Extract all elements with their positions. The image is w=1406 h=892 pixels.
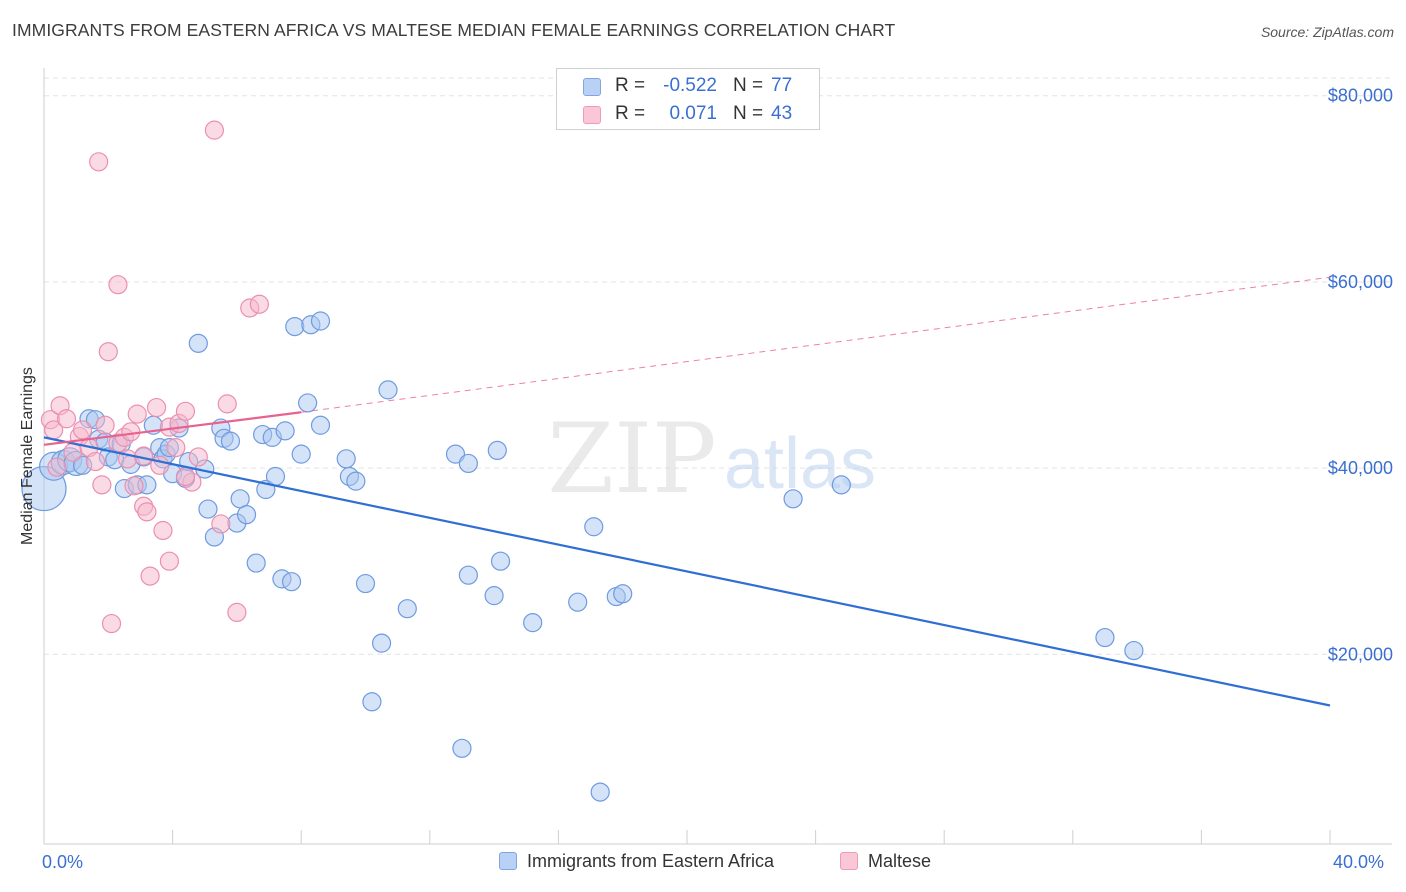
- n-value: 77: [771, 75, 793, 96]
- maltese-point: [153, 520, 173, 541]
- eastern-africa-point: [783, 489, 803, 509]
- eastern-africa-point: [613, 584, 633, 604]
- eastern-africa-trendline: [43, 436, 1331, 707]
- eastern-africa-point: [336, 449, 356, 469]
- eastern-africa-point: [523, 613, 543, 633]
- eastern-africa-point: [397, 599, 417, 619]
- maltese-point: [98, 342, 118, 362]
- eastern-africa-legend-swatch: [499, 852, 517, 870]
- eastern-africa-point: [490, 551, 511, 571]
- eastern-africa-point: [246, 553, 266, 573]
- eastern-africa-point: [355, 573, 376, 594]
- eastern-africa-point: [445, 444, 466, 464]
- y-tick-label: $60,000: [1328, 272, 1393, 292]
- eastern-africa-point: [236, 505, 257, 525]
- eastern-africa-point: [298, 393, 318, 413]
- n-label: N =: [733, 103, 764, 124]
- y-tick-label: $20,000: [1328, 644, 1393, 664]
- eastern-africa-point: [310, 311, 331, 331]
- eastern-africa-point: [285, 316, 305, 337]
- y-tick-label: $80,000: [1328, 86, 1393, 106]
- maltese-legend-swatch: [840, 852, 858, 870]
- eastern-africa-point: [275, 421, 295, 441]
- maltese-point: [175, 401, 196, 421]
- maltese-point: [175, 466, 196, 487]
- maltese-point: [101, 613, 122, 634]
- maltese-point: [124, 476, 144, 496]
- maltese-point: [127, 404, 147, 424]
- maltese-point: [137, 502, 157, 522]
- legend-row-maltese: R = 0.071 N = 43: [557, 99, 819, 129]
- eastern-africa-point: [568, 592, 588, 612]
- maltese-point: [92, 475, 112, 495]
- eastern-africa-point: [188, 333, 208, 353]
- maltese-point: [89, 152, 109, 172]
- r-label: R =: [615, 75, 646, 96]
- watermark-atlas: atlas: [724, 424, 876, 504]
- eastern-africa-point: [458, 453, 478, 474]
- maltese-point: [95, 415, 115, 435]
- eastern-africa-point: [265, 466, 286, 487]
- eastern-africa-point: [1095, 627, 1115, 648]
- eastern-africa-point: [487, 440, 507, 461]
- x-tick-max: 40.0%: [1333, 852, 1385, 872]
- eastern-africa-point: [452, 738, 472, 758]
- maltese-point: [72, 420, 93, 440]
- eastern-africa-point: [590, 782, 610, 802]
- eastern-africa-point: [310, 415, 331, 435]
- eastern-africa-point: [484, 586, 504, 606]
- maltese-point: [121, 422, 141, 442]
- y-tick-label: $40,000: [1328, 458, 1393, 478]
- eastern-africa-point: [371, 633, 392, 653]
- maltese-point: [108, 275, 128, 295]
- eastern-africa-point: [831, 475, 851, 495]
- maltese-point: [56, 409, 77, 429]
- maltese-point: [166, 438, 186, 458]
- eastern-africa-point: [281, 572, 302, 592]
- maltese-point: [47, 457, 67, 477]
- maltese-point: [249, 294, 270, 314]
- legend-item-eastern-africa: Immigrants from Eastern Africa: [499, 851, 774, 872]
- chart-title: IMMIGRANTS FROM EASTERN AFRICA VS MALTES…: [12, 20, 896, 40]
- source-credit: Source: ZipAtlas.com: [1260, 24, 1394, 40]
- maltese-point: [188, 447, 208, 467]
- series-legend: Immigrants from Eastern Africa Maltese: [0, 851, 1406, 877]
- maltese-trendline: [43, 411, 302, 446]
- eastern-africa-point: [1124, 640, 1144, 661]
- maltese-point: [85, 451, 106, 472]
- legend-row-eastern-africa: R = -0.522 N = 77: [557, 71, 819, 101]
- y-axis-label: Median Female Earnings: [19, 367, 36, 545]
- eastern-africa-point: [362, 692, 382, 712]
- legend-item-maltese: Maltese: [840, 851, 931, 872]
- maltese-swatch: [583, 106, 601, 124]
- eastern-africa-swatch: [583, 78, 601, 96]
- x-tick-min: 0.0%: [42, 852, 84, 872]
- maltese-point: [150, 455, 170, 475]
- eastern-africa-point: [220, 431, 241, 451]
- maltese-trendline-extension: [301, 276, 1331, 413]
- correlation-legend: R = -0.522 N = 77 R = 0.071 N = 43: [556, 68, 820, 130]
- maltese-point: [140, 566, 160, 586]
- maltese-legend-label: Maltese: [868, 851, 932, 871]
- n-value: 43: [771, 103, 793, 124]
- r-value: 0.071: [669, 103, 717, 124]
- maltese-point: [146, 397, 167, 418]
- watermark-zip: ZIP: [547, 403, 716, 515]
- maltese-point: [217, 394, 237, 414]
- eastern-africa-point: [378, 380, 398, 400]
- eastern-africa-point: [584, 517, 604, 537]
- maltese-point: [211, 514, 231, 534]
- eastern-africa-point: [458, 565, 478, 585]
- eastern-africa-point: [346, 471, 366, 491]
- maltese-point: [159, 551, 179, 571]
- maltese-point: [227, 602, 247, 623]
- eastern-africa-legend-label: Immigrants from Eastern Africa: [527, 851, 775, 871]
- maltese-point: [204, 120, 224, 140]
- r-label: R =: [615, 103, 646, 124]
- eastern-africa-point: [198, 499, 218, 519]
- n-label: N =: [733, 75, 764, 96]
- r-value: -0.522: [663, 75, 717, 96]
- eastern-africa-point: [291, 444, 311, 464]
